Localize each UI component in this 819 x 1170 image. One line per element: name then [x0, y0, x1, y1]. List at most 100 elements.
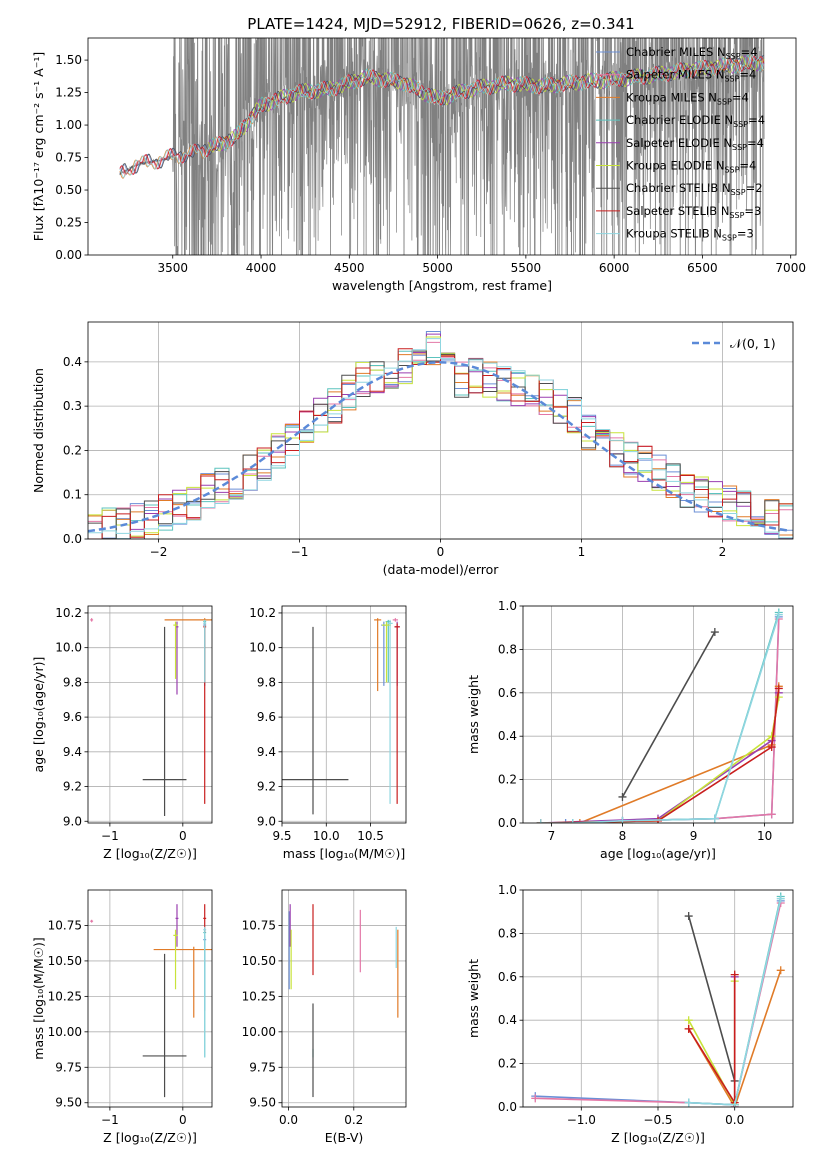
y-tick-label: 10.2: [249, 606, 276, 620]
y-tick-label: 9.50: [55, 1096, 82, 1110]
y-tick-label: 1.50: [55, 53, 82, 67]
y-tick-label: 0.4: [63, 355, 82, 369]
x-axis-label: age [log₁₀(age/yr)]: [600, 846, 716, 861]
y-tick-label: 0.6: [498, 970, 517, 984]
y-tick-label: 9.6: [257, 710, 276, 724]
weight-line-0: [540, 616, 780, 823]
y-tick-label: 10.75: [242, 918, 276, 932]
weight-line-8: [540, 614, 780, 823]
y-tick-label: 0.8: [498, 926, 517, 940]
x-tick-label: −2: [150, 545, 168, 559]
plot-area-age-vs-Z: [90, 618, 212, 817]
axes-frame: [522, 889, 794, 1108]
plot-area-mass-weight-vs-Z: [531, 892, 785, 1107]
x-tick-label: −0.5: [643, 1113, 672, 1127]
x-tick-label: 4500: [334, 261, 365, 275]
grid-age-vs-mass: [281, 606, 406, 823]
x-tick-label: 5500: [511, 261, 542, 275]
x-tick-label: −1: [101, 829, 119, 843]
x-tick-label: 7: [548, 829, 556, 843]
axes-mass-weight-vs-Z: −1.0 −0.5 0.0 0.0 0.2 0.4 0.6 0.8 1.0 Z [log₁₀(Z/…: [466, 883, 794, 1145]
y-tick-label: 9.2: [257, 780, 276, 794]
legend-label-6: Chabrier STELIB NSSP=2: [626, 181, 763, 197]
y-tick-label: 10.2: [55, 606, 82, 620]
weight-marker: [767, 732, 776, 741]
weight-marker: [618, 792, 627, 801]
y-tick-label: 9.75: [249, 1060, 276, 1074]
weight-marker: [684, 1016, 693, 1025]
y-tick-label: 10.00: [242, 1025, 276, 1039]
weight-marker: [730, 970, 739, 979]
weight-marker: [568, 819, 577, 823]
x-axis-label: Z [log₁₀(Z/Z☉)]: [103, 1130, 197, 1145]
axes-spectrum: 3500 4000 4500 5000 5500 6000 6500 7000 0.00 0.25…: [31, 37, 806, 293]
x-tick-label: 1: [578, 545, 586, 559]
weight-marker: [531, 1094, 540, 1103]
weight-line-7: [688, 974, 736, 1106]
x-tick-label: 6500: [687, 261, 718, 275]
weight-marker: [684, 1024, 693, 1033]
x-tick-label: 8: [619, 829, 627, 843]
x-tick-label: 0.0: [279, 1113, 298, 1127]
weight-marker: [767, 743, 776, 752]
plot-layer: 3500 4000 4500 5000 5500 6000 6500 70000.000.25…: [31, 37, 806, 1145]
plot-area-spectrum: [119, 38, 765, 255]
axes-frame: [87, 605, 213, 824]
x-axis-label: mass [log₁₀(M/M☉)]: [283, 846, 405, 861]
weight-marker: [767, 810, 776, 819]
y-tick-label: 1.0: [498, 599, 517, 613]
x-axis-label: wavelength [Angstrom, rest frame]: [332, 278, 552, 293]
legend-label-1: Salpeter MILES NSSP=4: [626, 68, 756, 84]
normal-curve: [88, 361, 791, 533]
grid-age-vs-Z: [88, 606, 212, 823]
weight-marker: [776, 894, 785, 903]
y-tick-label: 10.75: [48, 918, 82, 932]
weight-marker: [774, 610, 783, 619]
axes-age-vs-Z: −1 0 9.0 9.2 9.4 9.6 9.8 10.0 10.2 Z [log₁₀(Z/Z☉)…: [31, 605, 213, 861]
y-tick-label: 0.6: [498, 686, 517, 700]
grid-mass-weight-vs-Z: [523, 889, 793, 1108]
weight-marker: [575, 819, 584, 823]
y-axis-label: age [log₁₀(age/yr)]: [31, 657, 46, 773]
x-tick-label: 9: [690, 829, 698, 843]
y-tick-label: 0.8: [498, 642, 517, 656]
axes-frame: [87, 37, 797, 256]
x-axis-label: Z [log₁₀(Z/Z☉)]: [611, 1130, 705, 1145]
plot-area-mass-vs-ebv: [288, 904, 399, 1098]
weight-marker: [684, 912, 693, 921]
spectrum-model-line-8: [119, 54, 765, 178]
weight-marker: [710, 628, 719, 637]
legend-label-8: Kroupa STELIB NSSP=3: [626, 227, 754, 243]
legend-label-3: Chabrier ELODIE NSSP=4: [626, 113, 765, 129]
plot-area-age-vs-mass: [282, 618, 400, 815]
y-tick-label: 10.00: [48, 1025, 82, 1039]
axes-frame: [87, 321, 794, 540]
x-axis-label: E(B-V): [325, 1130, 364, 1145]
x-tick-label: 10.0: [313, 829, 340, 843]
x-axis-label: Z [log₁₀(Z/Z☉)]: [103, 846, 197, 861]
y-tick-label: 1.25: [55, 86, 82, 100]
y-axis-label: mass [log₁₀(M/M☉)]: [31, 937, 46, 1059]
figure-title: PLATE=1424, MJD=52912, FIBERID=0626, z=0…: [247, 15, 634, 33]
x-tick-label: 2: [719, 545, 727, 559]
histogram-step-8: [88, 338, 793, 539]
weight-marker: [618, 816, 627, 823]
y-tick-label: 0.2: [498, 1057, 517, 1071]
y-tick-label: 9.50: [249, 1096, 276, 1110]
y-tick-label: 0.0: [498, 816, 517, 830]
y-tick-label: 0.75: [55, 151, 82, 165]
y-tick-label: 10.0: [249, 641, 276, 655]
y-tick-label: 0.0: [498, 1100, 517, 1114]
weight-marker: [776, 966, 785, 975]
grid-mass-vs-Z: [88, 890, 212, 1107]
legend-normal-label: 𝒩(0, 1): [730, 336, 776, 351]
axes-residuals: −2 −1 0 1 2 0.0 0.1 0.2 0.3 0.4 (data-model)/error…: [31, 321, 794, 577]
plot-area-mass-weight-vs-age: [536, 608, 783, 823]
weight-marker: [561, 819, 570, 823]
x-tick-label: 0: [179, 829, 187, 843]
x-tick-label: 9.5: [272, 829, 291, 843]
axes-frame: [522, 605, 794, 824]
y-tick-label: 10.50: [242, 954, 276, 968]
legend-label-2: Kroupa MILES NSSP=4: [626, 90, 749, 106]
y-tick-label: 0.4: [498, 1013, 517, 1027]
